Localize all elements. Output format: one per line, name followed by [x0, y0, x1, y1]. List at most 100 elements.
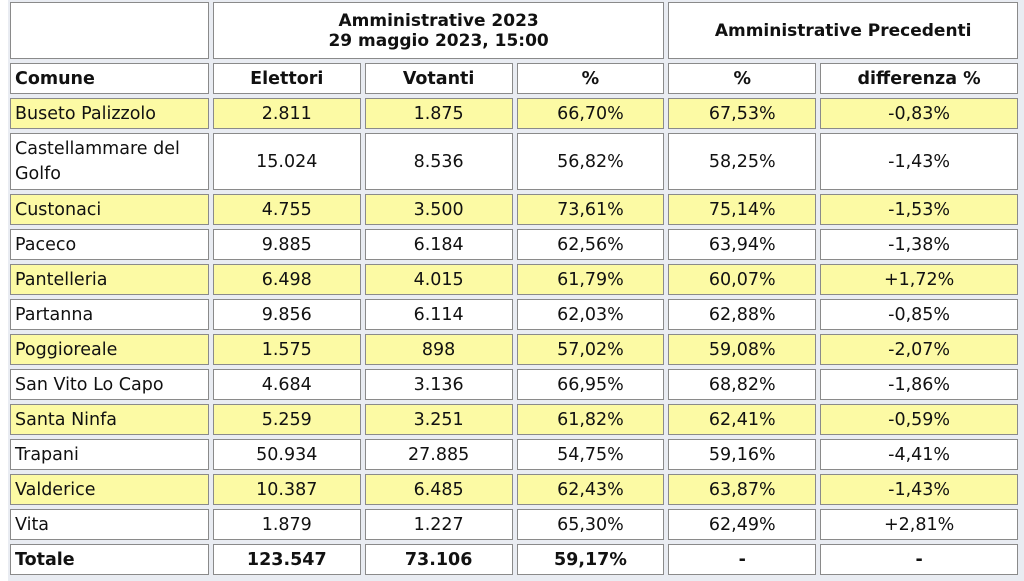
- table-row: San Vito Lo Capo 4.684 3.136 66,95% 68,82% -1…: [10, 369, 1018, 400]
- cell-votanti: 898: [364, 334, 513, 365]
- cell-comune: Paceco: [10, 229, 209, 260]
- cell-elettori: 9.856: [212, 299, 361, 330]
- total-cell-diff: -: [820, 544, 1018, 575]
- cell-pct: 56,82%: [516, 133, 665, 190]
- empty-header-cell: [10, 2, 209, 59]
- cell-diff: -0,83%: [820, 98, 1018, 129]
- cell-pct: 61,79%: [516, 264, 665, 295]
- table-row: Valderice 10.387 6.485 62,43% 63,87% -1,43%: [10, 474, 1018, 505]
- table-row: Pantelleria 6.498 4.015 61,79% 60,07% +1,72%: [10, 264, 1018, 295]
- table-row: Buseto Palizzolo 2.811 1.875 66,70% 67,53% -0…: [10, 98, 1018, 129]
- group-header-current: Amministrative 2023 29 maggio 2023, 15:0…: [212, 2, 665, 59]
- cell-elettori: 50.934: [212, 439, 361, 470]
- table-row: Vita 1.879 1.227 65,30% 62,49% +2,81%: [10, 509, 1018, 540]
- table-row: Poggioreale 1.575 898 57,02% 59,08% -2,07%: [10, 334, 1018, 365]
- cell-elettori: 15.024: [212, 133, 361, 190]
- cell-pct: 65,30%: [516, 509, 665, 540]
- cell-pct_prec: 63,87%: [668, 474, 817, 505]
- cell-pct: 62,03%: [516, 299, 665, 330]
- results-table-container: Amministrative 2023 29 maggio 2023, 15:0…: [8, 0, 1024, 581]
- cell-pct: 66,95%: [516, 369, 665, 400]
- cell-votanti: 3.136: [364, 369, 513, 400]
- total-cell-pct: 59,17%: [516, 544, 665, 575]
- col-header-pct-prec: %: [668, 63, 817, 94]
- cell-votanti: 1.875: [364, 98, 513, 129]
- cell-diff: -1,43%: [820, 133, 1018, 190]
- cell-pct_prec: 58,25%: [668, 133, 817, 190]
- cell-elettori: 5.259: [212, 404, 361, 435]
- cell-pct_prec: 59,16%: [668, 439, 817, 470]
- cell-votanti: 3.251: [364, 404, 513, 435]
- total-cell-elettori: 123.547: [212, 544, 361, 575]
- cell-pct: 73,61%: [516, 194, 665, 225]
- cell-pct_prec: 68,82%: [668, 369, 817, 400]
- table-row: Custonaci 4.755 3.500 73,61% 75,14% -1,53%: [10, 194, 1018, 225]
- cell-diff: -1,38%: [820, 229, 1018, 260]
- cell-votanti: 3.500: [364, 194, 513, 225]
- cell-comune: Buseto Palizzolo: [10, 98, 209, 129]
- col-header-diff: differenza %: [820, 63, 1018, 94]
- cell-votanti: 1.227: [364, 509, 513, 540]
- cell-elettori: 1.879: [212, 509, 361, 540]
- total-cell-pct_prec: -: [668, 544, 817, 575]
- cell-comune: Santa Ninfa: [10, 404, 209, 435]
- group-header-current-line1: Amministrative 2023: [338, 10, 539, 31]
- cell-diff: -4,41%: [820, 439, 1018, 470]
- col-header-comune: Comune: [10, 63, 209, 94]
- cell-elettori: 9.885: [212, 229, 361, 260]
- cell-elettori: 4.684: [212, 369, 361, 400]
- column-header-row: Comune Elettori Votanti % % differenza %: [10, 63, 1018, 94]
- cell-pct_prec: 59,08%: [668, 334, 817, 365]
- cell-votanti: 6.114: [364, 299, 513, 330]
- group-header-row: Amministrative 2023 29 maggio 2023, 15:0…: [10, 2, 1018, 59]
- cell-diff: -1,43%: [820, 474, 1018, 505]
- cell-pct: 66,70%: [516, 98, 665, 129]
- cell-pct_prec: 60,07%: [668, 264, 817, 295]
- cell-pct: 57,02%: [516, 334, 665, 365]
- cell-pct_prec: 62,49%: [668, 509, 817, 540]
- table-row: Partanna 9.856 6.114 62,03% 62,88% -0,85%: [10, 299, 1018, 330]
- cell-pct_prec: 67,53%: [668, 98, 817, 129]
- group-header-current-line2: 29 maggio 2023, 15:00: [328, 30, 549, 51]
- total-cell-comune: Totale: [10, 544, 209, 575]
- cell-diff: -2,07%: [820, 334, 1018, 365]
- cell-comune: Pantelleria: [10, 264, 209, 295]
- cell-pct: 62,43%: [516, 474, 665, 505]
- table-row: Trapani 50.934 27.885 54,75% 59,16% -4,41%: [10, 439, 1018, 470]
- cell-comune: Valderice: [10, 474, 209, 505]
- cell-elettori: 2.811: [212, 98, 361, 129]
- cell-pct: 62,56%: [516, 229, 665, 260]
- col-header-elettori: Elettori: [212, 63, 361, 94]
- results-table: Amministrative 2023 29 maggio 2023, 15:0…: [6, 0, 1022, 579]
- table-row: Santa Ninfa 5.259 3.251 61,82% 62,41% -0,59%: [10, 404, 1018, 435]
- cell-comune: Castellammare del Golfo: [10, 133, 209, 190]
- total-cell-votanti: 73.106: [364, 544, 513, 575]
- cell-diff: -1,86%: [820, 369, 1018, 400]
- cell-comune: Poggioreale: [10, 334, 209, 365]
- cell-comune: Trapani: [10, 439, 209, 470]
- col-header-votanti: Votanti: [364, 63, 513, 94]
- cell-pct_prec: 62,41%: [668, 404, 817, 435]
- cell-votanti: 6.485: [364, 474, 513, 505]
- cell-votanti: 8.536: [364, 133, 513, 190]
- cell-comune: San Vito Lo Capo: [10, 369, 209, 400]
- cell-diff: -0,59%: [820, 404, 1018, 435]
- cell-diff: +1,72%: [820, 264, 1018, 295]
- cell-pct_prec: 63,94%: [668, 229, 817, 260]
- cell-elettori: 10.387: [212, 474, 361, 505]
- cell-comune: Custonaci: [10, 194, 209, 225]
- cell-votanti: 27.885: [364, 439, 513, 470]
- col-header-pct: %: [516, 63, 665, 94]
- total-row: Totale 123.547 73.106 59,17% - -: [10, 544, 1018, 575]
- cell-pct_prec: 75,14%: [668, 194, 817, 225]
- cell-diff: +2,81%: [820, 509, 1018, 540]
- cell-elettori: 1.575: [212, 334, 361, 365]
- group-header-previous: Amministrative Precedenti: [668, 2, 1018, 59]
- cell-diff: -0,85%: [820, 299, 1018, 330]
- cell-elettori: 4.755: [212, 194, 361, 225]
- cell-pct: 54,75%: [516, 439, 665, 470]
- table-row: Castellammare del Golfo 15.024 8.536 56,82%…: [10, 133, 1018, 190]
- cell-pct: 61,82%: [516, 404, 665, 435]
- cell-votanti: 6.184: [364, 229, 513, 260]
- cell-comune: Partanna: [10, 299, 209, 330]
